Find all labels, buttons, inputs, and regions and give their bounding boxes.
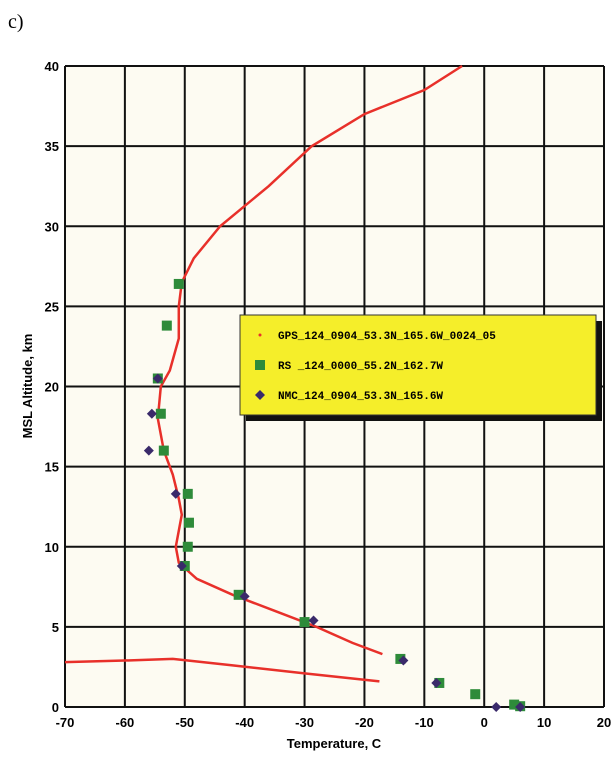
square-marker <box>173 278 184 289</box>
square-marker <box>233 589 244 600</box>
legend-label: GPS_124_0904_53.3N_165.6W_0024_05 <box>278 331 496 343</box>
x-tick-label: -50 <box>175 715 194 730</box>
y-tick-label: 35 <box>45 139 59 154</box>
x-tick-label: -70 <box>56 715 75 730</box>
legend-label: NMC_124_0904_53.3N_165.6W <box>278 391 443 403</box>
diamond-marker <box>431 677 442 688</box>
square-marker <box>182 488 193 499</box>
diamond-marker <box>491 702 502 712</box>
diamond-marker <box>170 488 181 499</box>
y-tick-label: 0 <box>52 700 59 715</box>
dot-marker <box>258 333 262 337</box>
legend-box <box>239 314 597 416</box>
x-tick-label: -40 <box>235 715 254 730</box>
square-marker <box>183 517 194 528</box>
square-marker <box>509 699 520 710</box>
x-tick-label: -20 <box>355 715 374 730</box>
square-marker <box>158 445 169 456</box>
diamond-marker <box>515 702 526 712</box>
x-tick-label: -10 <box>415 715 434 730</box>
y-tick-label: 10 <box>45 540 59 555</box>
diamond-marker <box>146 408 157 419</box>
y-tick-label: 30 <box>45 219 59 234</box>
x-tick-label: 0 <box>481 715 488 730</box>
panel-label: c) <box>8 11 24 33</box>
legend-label: RS _124_0000_55.2N_162.7W <box>278 361 443 373</box>
diamond-marker <box>143 445 154 456</box>
x-tick-label: -30 <box>295 715 314 730</box>
x-tick-label: 20 <box>597 715 611 730</box>
x-axis-label: Temperature, C <box>287 736 382 751</box>
y-tick-label: 40 <box>45 59 59 74</box>
y-tick-label: 5 <box>52 620 59 635</box>
square-marker <box>155 408 166 419</box>
square-marker <box>161 320 172 331</box>
diamond-marker <box>176 560 187 571</box>
x-tick-label: -60 <box>115 715 134 730</box>
square-marker <box>182 541 193 552</box>
diamond-marker <box>152 373 163 384</box>
square-marker <box>255 360 265 370</box>
y-axis-label: MSL Altitude, km <box>20 334 35 439</box>
square-marker <box>470 689 481 700</box>
square-marker <box>299 617 310 628</box>
y-tick-label: 15 <box>45 460 59 475</box>
diamond-marker <box>255 390 265 400</box>
diamond-marker <box>398 655 409 666</box>
x-tick-label: 10 <box>537 715 551 730</box>
y-tick-label: 20 <box>45 380 59 395</box>
y-tick-label: 25 <box>45 299 59 314</box>
diamond-marker <box>239 591 250 602</box>
diamond-marker <box>308 615 319 626</box>
